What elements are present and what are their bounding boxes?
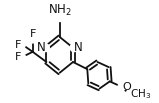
Circle shape <box>70 44 78 52</box>
Text: O: O <box>122 81 131 92</box>
Circle shape <box>17 53 25 61</box>
Text: F: F <box>15 52 21 62</box>
Text: N: N <box>37 41 45 54</box>
Text: F: F <box>15 40 21 50</box>
Text: F: F <box>29 29 36 39</box>
Text: N: N <box>74 41 83 54</box>
Circle shape <box>56 14 64 22</box>
Circle shape <box>126 90 134 98</box>
Text: CH$_3$: CH$_3$ <box>130 87 151 101</box>
Text: NH$_2$: NH$_2$ <box>48 2 72 18</box>
Circle shape <box>17 41 25 49</box>
Circle shape <box>29 35 37 43</box>
Circle shape <box>118 83 126 90</box>
Circle shape <box>41 44 49 52</box>
